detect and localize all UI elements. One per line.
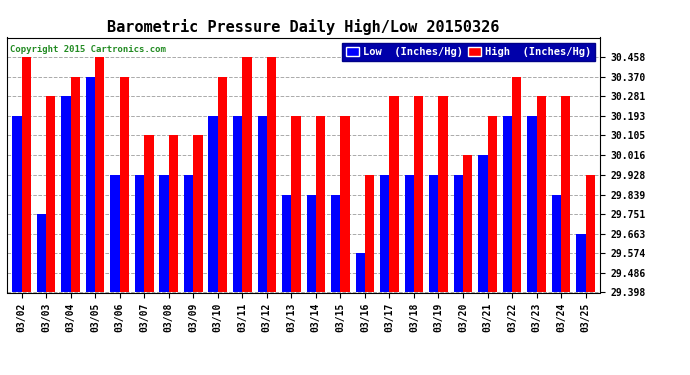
Bar xyxy=(159,175,169,292)
Bar xyxy=(365,175,374,292)
Bar xyxy=(86,76,95,292)
Bar xyxy=(453,175,463,292)
Bar xyxy=(46,96,55,292)
Legend: Low  (Inches/Hg), High  (Inches/Hg): Low (Inches/Hg), High (Inches/Hg) xyxy=(342,43,595,61)
Bar xyxy=(389,96,399,292)
Bar xyxy=(70,76,80,292)
Bar xyxy=(316,116,325,292)
Bar xyxy=(380,175,389,292)
Bar xyxy=(208,116,218,292)
Bar xyxy=(306,195,316,292)
Bar xyxy=(21,57,31,292)
Bar xyxy=(291,116,301,292)
Bar xyxy=(463,155,472,292)
Bar xyxy=(512,76,522,292)
Text: Copyright 2015 Cartronics.com: Copyright 2015 Cartronics.com xyxy=(10,45,166,54)
Bar xyxy=(119,76,129,292)
Bar xyxy=(37,214,46,292)
Bar xyxy=(537,96,546,292)
Bar xyxy=(355,254,365,292)
Bar xyxy=(503,116,512,292)
Bar xyxy=(586,175,595,292)
Bar xyxy=(95,57,104,292)
Bar xyxy=(233,116,242,292)
Bar xyxy=(184,175,193,292)
Bar xyxy=(12,116,21,292)
Bar xyxy=(61,96,70,292)
Bar xyxy=(488,116,497,292)
Title: Barometric Pressure Daily High/Low 20150326: Barometric Pressure Daily High/Low 20150… xyxy=(108,19,500,35)
Bar xyxy=(267,57,276,292)
Bar xyxy=(144,135,154,292)
Bar xyxy=(478,155,488,292)
Bar xyxy=(135,175,144,292)
Bar xyxy=(110,175,119,292)
Bar xyxy=(576,234,586,292)
Bar xyxy=(257,116,267,292)
Bar xyxy=(169,135,178,292)
Bar xyxy=(527,116,537,292)
Bar xyxy=(438,96,448,292)
Bar xyxy=(218,76,227,292)
Bar xyxy=(429,175,438,292)
Bar xyxy=(561,96,571,292)
Bar xyxy=(404,175,414,292)
Bar xyxy=(340,116,350,292)
Bar xyxy=(193,135,203,292)
Bar xyxy=(282,195,291,292)
Bar xyxy=(331,195,340,292)
Bar xyxy=(552,195,561,292)
Bar xyxy=(242,57,252,292)
Bar xyxy=(414,96,423,292)
